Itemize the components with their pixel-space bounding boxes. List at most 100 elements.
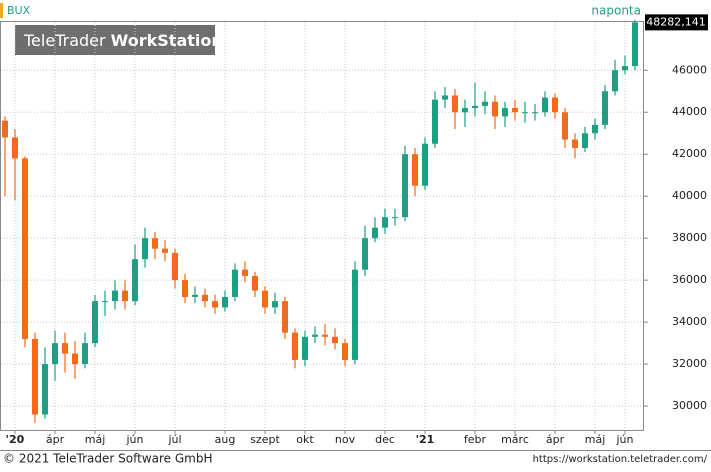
x-tick-label: dec xyxy=(375,433,395,446)
candle-body xyxy=(382,217,388,228)
candle-body xyxy=(82,343,88,365)
candle-body xyxy=(102,301,108,303)
x-tick-label: ápr xyxy=(546,433,565,446)
candle-body xyxy=(272,301,278,308)
candle-body xyxy=(452,95,458,113)
candle-body xyxy=(222,296,228,308)
candle-body xyxy=(492,101,498,117)
candle-body xyxy=(52,343,58,365)
candle-body xyxy=(572,139,578,148)
candle-body xyxy=(482,101,488,106)
y-tick-label: 42000 xyxy=(672,147,707,160)
candle-body xyxy=(442,95,448,100)
candle-body xyxy=(542,97,548,113)
candle-body xyxy=(162,248,168,253)
candle-body xyxy=(552,97,558,113)
candle-body xyxy=(72,353,78,365)
y-tick-label: 30000 xyxy=(672,399,707,412)
x-tick-label: jún xyxy=(616,433,634,446)
candle-body xyxy=(302,336,308,360)
y-tick-label: 32000 xyxy=(672,357,707,370)
candle-body xyxy=(512,108,518,113)
candle-body xyxy=(602,91,608,125)
x-tick-label: márc xyxy=(501,433,529,446)
x-tick-label: máj xyxy=(585,433,606,446)
candle-body xyxy=(522,112,528,114)
candle-body xyxy=(622,66,628,71)
last-value-box xyxy=(645,14,708,31)
candle-body xyxy=(402,154,408,218)
candle-body xyxy=(422,143,428,186)
candle-body xyxy=(332,336,338,344)
period: naponta xyxy=(591,4,641,18)
symbol-marker xyxy=(0,3,3,18)
x-tick-label: ápr xyxy=(46,433,65,446)
candle-body xyxy=(132,259,138,302)
y-tick-label: 36000 xyxy=(672,273,707,286)
candle-body xyxy=(632,22,638,67)
candle-body xyxy=(262,290,268,308)
candle-body xyxy=(22,158,28,339)
x-tick-label: okt xyxy=(296,433,314,446)
candle-body xyxy=(282,301,288,333)
candle-body xyxy=(242,269,248,276)
y-tick-label: 38000 xyxy=(672,231,707,244)
watermark-part: TeleTrader xyxy=(23,31,106,50)
candle-body xyxy=(582,133,588,148)
candle-body xyxy=(12,137,18,159)
candle-body xyxy=(42,364,48,415)
candle-body xyxy=(182,280,188,297)
x-tick-label: '21 xyxy=(416,433,435,446)
x-tick-label: febr xyxy=(464,433,487,446)
candle-body xyxy=(172,252,178,281)
candle-body xyxy=(362,238,368,270)
candle-body xyxy=(612,70,618,92)
x-tick-label: '20 xyxy=(6,433,25,446)
candle-body xyxy=(122,290,128,302)
candle-body xyxy=(342,343,348,360)
candle-body xyxy=(62,343,68,354)
last-value-label: 48282,141 xyxy=(646,15,706,28)
x-tick-label: nov xyxy=(335,433,356,446)
url: https://workstation.teletrader.com/ xyxy=(533,454,708,465)
x-tick-label: szept xyxy=(250,433,280,446)
candle-body xyxy=(562,112,568,140)
candle-body xyxy=(592,124,598,134)
x-tick-label: júl xyxy=(167,433,181,446)
candle-body xyxy=(372,227,378,239)
plot-frame xyxy=(0,21,644,431)
copyright: © 2021 TeleTrader Software GmbH xyxy=(3,452,213,466)
candle-body xyxy=(112,290,118,302)
candle-body xyxy=(252,275,258,291)
candle-body xyxy=(212,301,218,308)
watermark-box xyxy=(15,25,215,55)
plot: 30000 32000 34000 36000 38000 40000 42000 44000… xyxy=(1,14,708,446)
candle-body xyxy=(432,99,438,144)
candle-body xyxy=(2,120,8,138)
watermark: TeleTrader WorkStation xyxy=(23,31,223,50)
candle-body xyxy=(472,105,478,109)
candle-body xyxy=(202,294,208,302)
candle-body xyxy=(192,294,198,297)
watermark-part: WorkStation xyxy=(111,31,223,50)
symbol: BUX xyxy=(7,4,31,17)
candle-body xyxy=(392,217,398,219)
x-tick-label: aug xyxy=(215,433,236,446)
candle-body xyxy=(92,301,98,344)
x-tick-label: jún xyxy=(126,433,144,446)
y-tick-label: 44000 xyxy=(672,105,707,118)
candle-body xyxy=(292,332,298,360)
candle-body xyxy=(532,112,538,114)
candle-body xyxy=(462,108,468,113)
candle-body xyxy=(232,269,238,297)
y-tick-label: 40000 xyxy=(672,189,707,202)
y-tick-label: 46000 xyxy=(672,63,707,76)
candle-body xyxy=(142,238,148,260)
candle-body xyxy=(502,108,508,117)
candle-body xyxy=(352,269,358,360)
candle-body xyxy=(322,334,328,337)
candle-body xyxy=(312,334,318,337)
candle-body xyxy=(32,338,38,415)
